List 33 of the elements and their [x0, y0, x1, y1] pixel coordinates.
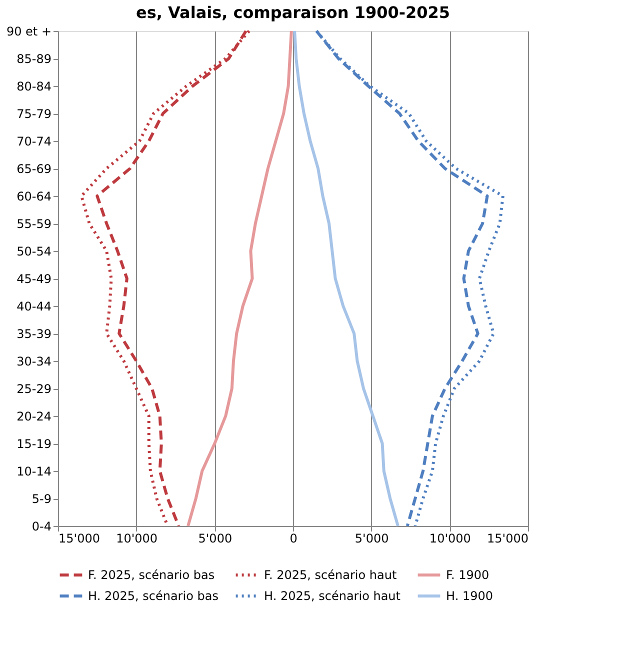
- x-tick-label: 5'000: [354, 532, 389, 546]
- x-tick-label: 15'000: [58, 532, 100, 546]
- y-tick-label: 10-14: [16, 464, 52, 478]
- y-tick-label: 0-4: [32, 520, 52, 534]
- x-tick-label: 5'000: [198, 532, 232, 546]
- y-tick-label: 20-24: [16, 410, 52, 424]
- y-tick-label: 40-44: [16, 300, 52, 314]
- y-tick-label: 30-34: [16, 354, 52, 368]
- y-tick-label: 55-59: [16, 217, 52, 231]
- y-tick-label: 90 et +: [6, 24, 52, 38]
- y-tick-label: 15-19: [16, 437, 52, 451]
- x-tick-label: 0: [290, 532, 298, 546]
- y-tick-label: 50-54: [16, 244, 52, 258]
- legend-label: F. 1900: [446, 568, 490, 582]
- legend-label: H. 2025, scénario haut: [264, 589, 401, 603]
- x-tick-label: 10'000: [116, 532, 158, 546]
- legend-label: H. 2025, scénario bas: [88, 589, 218, 603]
- y-tick-label: 35-39: [16, 327, 52, 341]
- y-tick-label: 70-74: [16, 134, 52, 148]
- y-tick-label: 5-9: [32, 492, 52, 506]
- y-tick-label: 75-79: [16, 107, 52, 121]
- y-tick-label: 80-84: [16, 80, 52, 94]
- y-tick-label: 45-49: [16, 272, 52, 286]
- y-tick-label: 25-29: [16, 382, 52, 396]
- chart-title: es, Valais, comparaison 1900-2025: [136, 3, 450, 22]
- x-tick-label: 10'000: [429, 532, 471, 546]
- y-tick-label: 60-64: [16, 190, 52, 204]
- y-tick-label: 85-89: [16, 52, 52, 66]
- x-tick-label: 15'000: [487, 532, 528, 546]
- y-tick-label: 65-69: [16, 162, 52, 176]
- legend-label: F. 2025, scénario haut: [264, 568, 397, 582]
- legend-label: F. 2025, scénario bas: [88, 568, 215, 582]
- legend-label: H. 1900: [446, 589, 493, 603]
